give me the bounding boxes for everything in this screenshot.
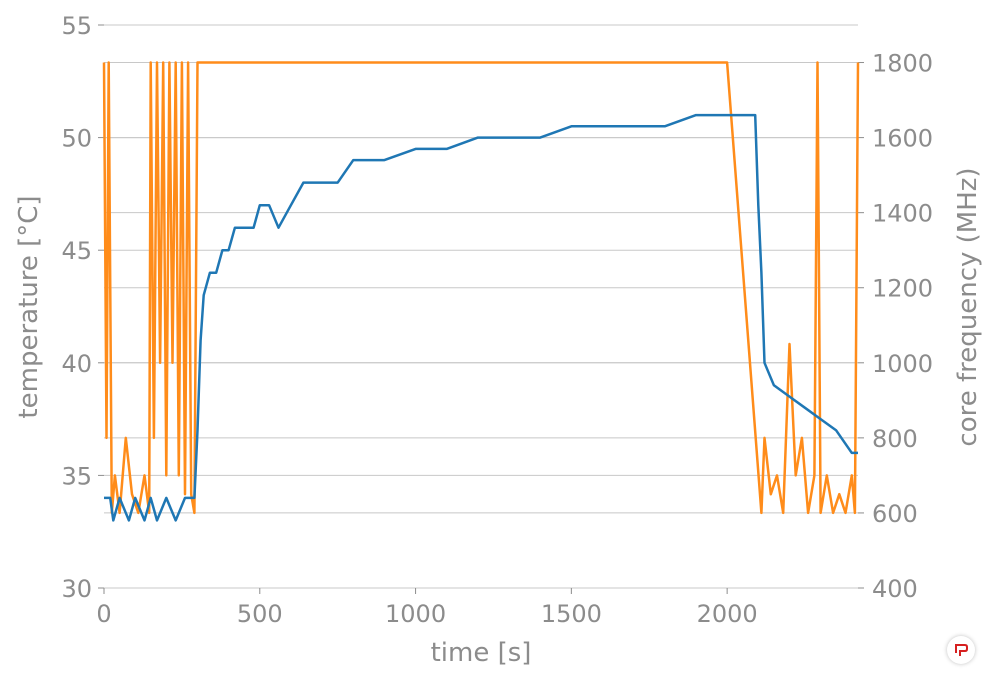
brand-logo-icon xyxy=(947,636,975,664)
x-axis-ticks: 0 500 1000 1500 2000 xyxy=(96,588,758,628)
right-tick-label: 800 xyxy=(872,425,918,453)
frequency-series-line xyxy=(102,61,860,515)
temperature-series-line xyxy=(104,113,858,522)
x-tick-label: 1000 xyxy=(385,600,446,628)
left-axis-ticks: 30 35 40 45 50 55 xyxy=(61,12,104,603)
x-axis-label: time [s] xyxy=(431,638,532,668)
left-tick-label: 35 xyxy=(61,462,92,490)
left-tick-label: 50 xyxy=(61,125,92,153)
left-tick-label: 45 xyxy=(61,237,92,265)
right-tick-label: 1000 xyxy=(872,350,933,378)
x-tick-label: 0 xyxy=(96,600,111,628)
left-axis-label: temperature [°C] xyxy=(14,195,44,418)
right-axis-label: core frequency (MHz) xyxy=(953,167,983,446)
right-axis-ticks: 400 600 800 1000 1200 1400 1600 1800 xyxy=(858,50,933,603)
x-tick-label: 500 xyxy=(237,600,283,628)
right-tick-label: 400 xyxy=(872,575,918,603)
right-tick-label: 1800 xyxy=(872,50,933,78)
x-tick-label: 1500 xyxy=(541,600,602,628)
series-lines xyxy=(102,61,860,522)
right-tick-label: 1200 xyxy=(872,275,933,303)
right-tick-label: 1400 xyxy=(872,200,933,228)
x-tick-label: 2000 xyxy=(697,600,758,628)
right-tick-label: 1600 xyxy=(872,125,933,153)
left-tick-label: 40 xyxy=(61,350,92,378)
left-tick-label: 55 xyxy=(61,12,92,40)
left-tick-label: 30 xyxy=(61,575,92,603)
right-tick-label: 600 xyxy=(872,500,918,528)
